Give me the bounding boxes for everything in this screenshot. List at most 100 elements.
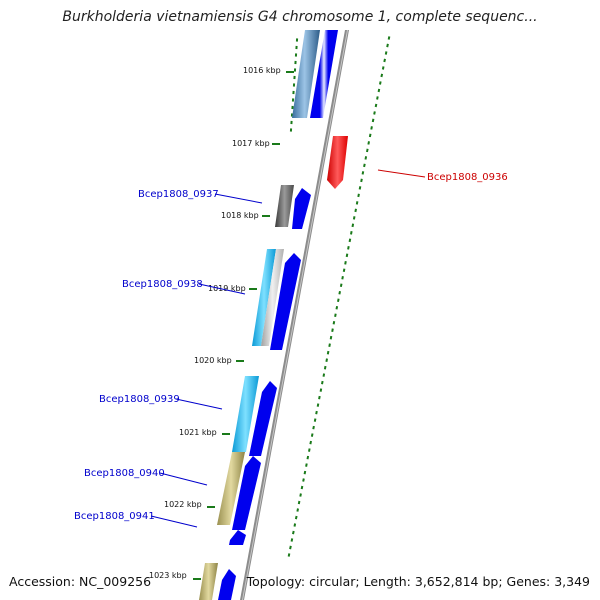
backbone-highlight [242,30,348,600]
forward-genes [218,30,338,600]
tick-dot [289,545,292,550]
tick-dot [326,350,330,355]
accession-text: Accession: NC_009256 [9,574,152,589]
tick-dot [383,58,386,63]
kbp-label: 1022 kbp [164,500,202,509]
tick-dot [331,328,334,332]
tick-dot [310,433,314,437]
cog-block-0935[interactable] [292,30,320,118]
tick-dot [377,88,381,93]
tick-dot [364,156,368,160]
cog-block-0937[interactable] [275,185,294,227]
gene-arrow-0939[interactable] [249,381,277,456]
tick-dot [315,410,318,415]
tick-dot [319,388,323,392]
tick-dot [376,96,379,100]
tick-dot [302,478,305,482]
tick-dot [387,36,391,40]
tick-dot [360,178,363,183]
tick-dot [368,133,372,138]
gene-label-0941[interactable]: Bcep1808_0941 [74,511,155,522]
map-title: Burkholderia vietnamiensis G4 chromosome… [62,9,538,25]
tick-dot [345,253,349,258]
cog-block-0938b[interactable] [261,249,284,346]
tick-dot [361,171,365,175]
tick-dot [384,51,388,55]
tick-dot [332,321,336,325]
kbp-label: 1023 kbp [149,571,187,580]
tick-dot [371,118,375,123]
inner-tick-track [289,38,299,132]
tick-dot [318,395,321,400]
tick-dot [334,313,337,317]
tick-dot [308,448,311,452]
outer-tick-track [287,36,391,557]
tick-dot [305,463,308,467]
tick-dot [351,223,355,228]
tick-dot [386,43,389,48]
tick-dot [374,103,378,108]
cog-block-0939[interactable] [232,376,259,452]
tick-dot [339,283,343,287]
kbp-label: 1017 kbp [232,139,270,148]
gene-label-0937[interactable]: Bcep1808_0937 [138,189,219,200]
tick-dot [335,306,339,310]
tick-dot [354,208,357,213]
gene-label-0939[interactable]: Bcep1808_0939 [99,394,180,405]
gene-arrow-0935[interactable] [310,30,338,118]
tick-dot [337,298,340,302]
tick-dot [293,523,297,527]
genome-summary-text: Topology: circular; Length: 3,652,814 bp… [246,574,590,589]
gene-arrow-0936[interactable] [327,136,348,189]
tick-dot [306,455,310,460]
tick-dot [357,193,360,198]
tick-dot [381,66,385,70]
kbp-label: 1021 kbp [179,428,217,437]
tick-dot [287,553,291,557]
tick-dot [380,73,384,78]
tick-dot [292,530,295,535]
tick-dot [348,238,352,243]
tick-dot [297,500,301,505]
tick-dot [316,403,320,407]
tick-dot [322,373,326,377]
label-leaders [150,169,426,528]
tick-dot [329,335,333,340]
tick-dot [303,470,307,475]
tick-dot [373,111,376,115]
gene-arrow-0940[interactable] [232,456,261,530]
tick-dot [341,276,344,280]
tick-dot [352,216,356,220]
tick-dot [363,163,366,168]
gene-arrow-0942[interactable] [218,569,236,600]
tick-dot [321,380,324,385]
gene-arrow-0938[interactable] [270,253,301,350]
tick-dot [312,425,315,430]
tick-dot [290,538,294,542]
tick-dot [309,440,312,445]
cog-features [199,30,320,600]
tick-dot [342,268,346,272]
tick-dot [323,365,327,370]
gene-label-0940[interactable]: Bcep1808_0940 [84,468,165,479]
tick-dot [299,493,302,497]
tick-dot [338,291,341,295]
gene-arrow-0941[interactable] [229,530,246,545]
tick-dot [313,418,317,422]
cog-block-0942[interactable] [199,563,218,600]
cog-block-0940[interactable] [217,452,245,525]
kbp-label: 1018 kbp [221,211,259,220]
tick-dot [379,81,382,85]
cog-block-0938a[interactable] [252,249,276,346]
kbp-label: 1020 kbp [194,356,232,365]
tick-dot [294,515,298,520]
tick-dot [328,343,331,347]
tick-dot [300,485,304,490]
kbp-label: 1016 kbp [243,66,281,75]
gene-label-0938[interactable]: Bcep1808_0938 [122,279,203,290]
tick-dot [347,246,350,250]
tick-dot [358,186,362,190]
gene-label-0936[interactable]: Bcep1808_0936 [427,172,508,183]
gene-arrow-0937[interactable] [292,188,311,229]
